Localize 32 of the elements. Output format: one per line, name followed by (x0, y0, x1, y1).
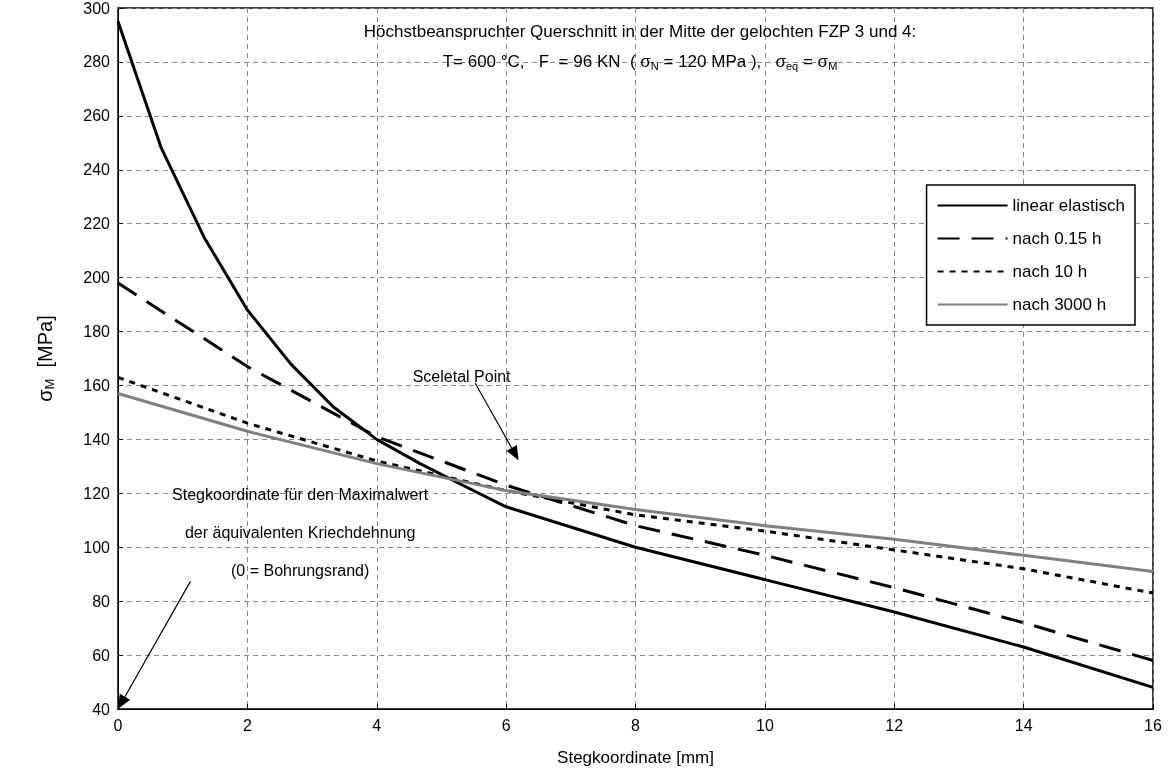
y-tick-label: 180 (83, 323, 111, 341)
y-tick-label: 280 (83, 53, 111, 71)
legend-label: nach 10 h (1012, 262, 1088, 281)
text: Stegkoordinate für den Maximalwert der äquivalenten Kriechdehnung (0 = Bohrungsrand) (172, 486, 429, 580)
x-tick-label: 10 (755, 716, 774, 734)
legend-label: nach 3000 h (1012, 295, 1107, 314)
legend-label: nach 0.15 h (1012, 229, 1102, 248)
y-tick-label: 120 (83, 484, 111, 502)
y-tick-label: 100 (83, 538, 111, 556)
y-tick-label: 160 (83, 376, 111, 394)
y-tick-label: 260 (83, 107, 111, 125)
y-tick-label: 220 (83, 215, 111, 233)
x-tick-label: 2 (242, 716, 252, 734)
legend-label: linear elastisch (1012, 196, 1126, 215)
y-tick-label: 80 (92, 592, 111, 610)
x-axis-title: Stegkoordinate [mm] (557, 748, 714, 767)
x-tick-label: 14 (1014, 716, 1033, 734)
y-tick-label: 300 (83, 0, 111, 17)
x-tick-label: 6 (501, 716, 511, 734)
y-tick-label: 140 (83, 430, 111, 448)
x-tick-label: 16 (1144, 716, 1162, 734)
y-tick-label: 60 (92, 646, 111, 664)
x-tick-label: 4 (372, 716, 382, 734)
y-tick-label: 40 (92, 700, 111, 718)
y-tick-label: 200 (83, 269, 111, 287)
x-tick-label: 8 (631, 716, 641, 734)
x-tick-label: 0 (113, 716, 123, 734)
text: Höchstbeanspruchter Querschnitt in der Mitte der gelochten FZP 3 und 4: (363, 22, 917, 41)
y-tick-label: 240 (83, 161, 111, 179)
x-tick-label: 12 (885, 716, 904, 734)
y-axis-title: σM [MPa] (33, 315, 57, 402)
annotation: Sceletal Point (412, 368, 512, 386)
